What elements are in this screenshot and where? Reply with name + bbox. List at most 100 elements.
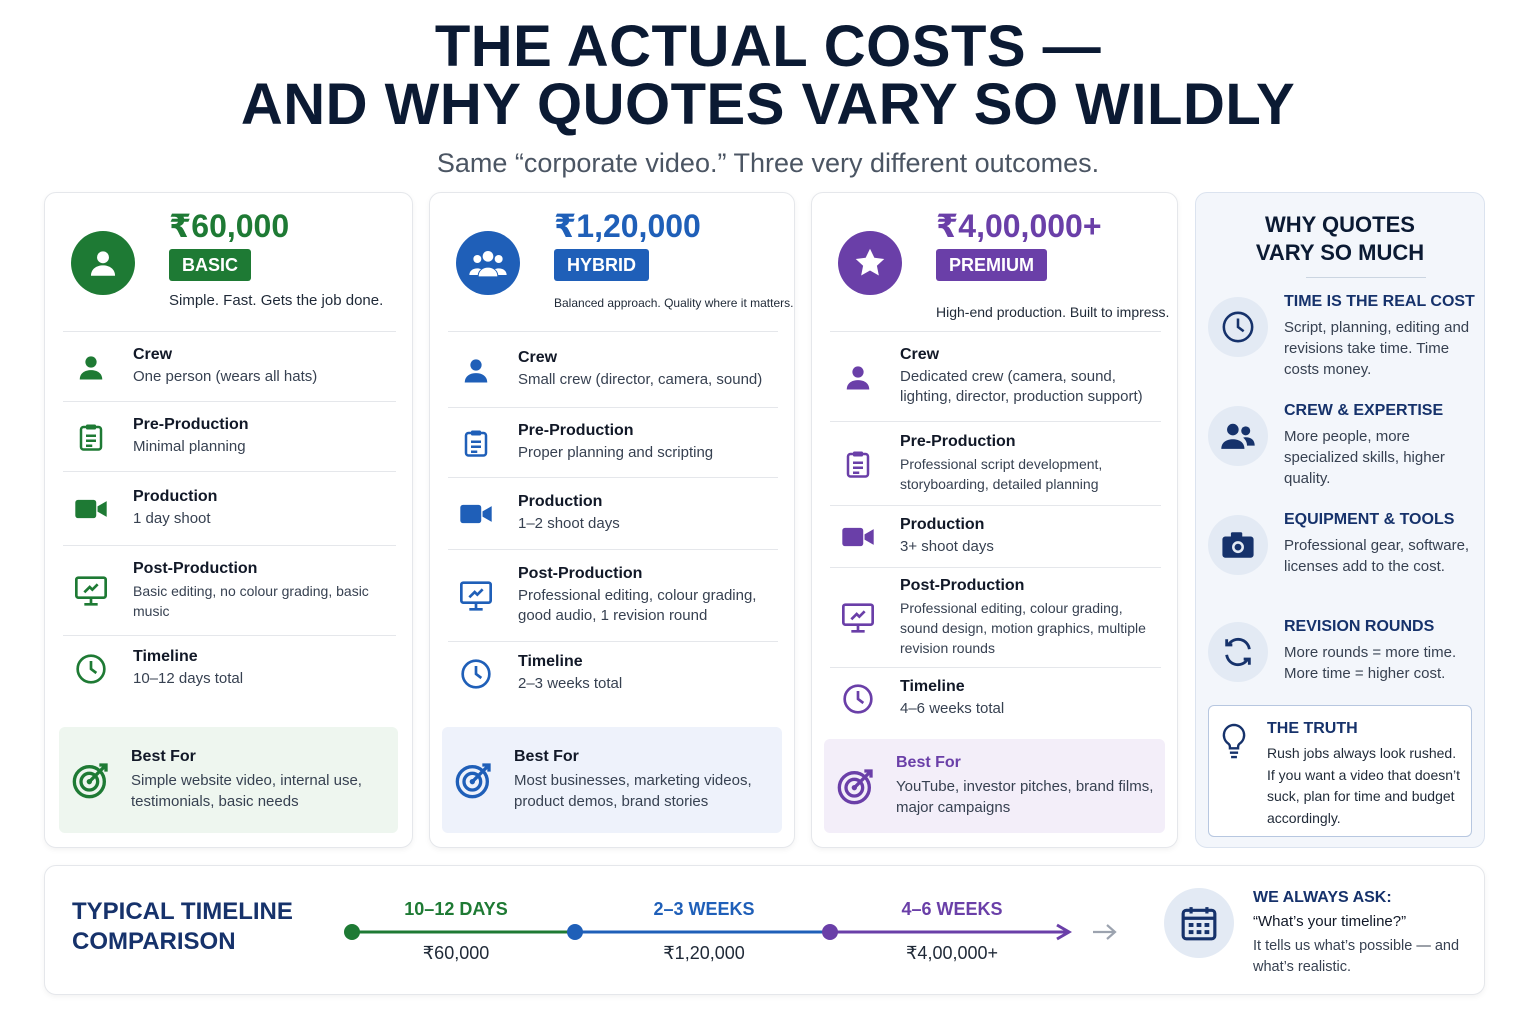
video-camera-icon (458, 496, 494, 532)
timeline-title-line-2: COMPARISON (72, 928, 236, 955)
group-icon (456, 231, 520, 295)
why-item-desc: Script, planning, editing and revisions … (1284, 319, 1470, 378)
ask-question: “What’s your timeline?” (1253, 913, 1407, 930)
page-subtitle: Same “corporate video.” Three very diffe… (436, 148, 1100, 178)
truth-title: THE TRUTH (1267, 720, 1358, 737)
tier-badge: HYBRID (554, 249, 650, 281)
row-pre-production: Pre-Production Proper planning and scrip… (448, 407, 778, 477)
row-value: Professional script development, storybo… (900, 456, 1103, 492)
row-value: 2–3 weeks total (518, 675, 623, 692)
tier-badge: PREMIUM (936, 249, 1047, 281)
target-icon (836, 766, 876, 806)
best-for-label: Best For (131, 748, 196, 765)
row-timeline: Timeline 10–12 days total (63, 635, 396, 701)
tier-tagline: Simple. Fast. Gets the job done. (169, 292, 384, 309)
why-panel: WHY QUOTES VARY SO MUCH TIME IS THE REAL… (1195, 192, 1485, 848)
monitor-icon (458, 578, 494, 614)
why-item-desc: More people, more specialized skills, hi… (1284, 428, 1445, 487)
row-value: 10–12 days total (133, 670, 244, 687)
row-pre-production: Pre-Production Minimal planning (63, 401, 396, 471)
row-crew: Crew Dedicated crew (camera, sound, ligh… (830, 331, 1161, 421)
timeline-point-hybrid (567, 924, 583, 940)
best-for: Best For Most businesses, marketing vide… (442, 727, 782, 833)
best-for-value: Simple website video, internal use, test… (131, 772, 362, 810)
row-label: Timeline (900, 678, 965, 695)
why-item-title: TIME IS THE REAL COST (1284, 293, 1475, 310)
why-item-equipment: EQUIPMENT & TOOLS Professional gear, sof… (1208, 511, 1476, 611)
page-title: THE ACTUAL COSTS — AND WHY QUOTES VARY S… (0, 18, 1536, 134)
why-item-revisions: REVISION ROUNDS More rounds = more time.… (1208, 618, 1476, 718)
row-label: Production (133, 488, 218, 505)
title-line-1: THE ACTUAL COSTS — (434, 14, 1102, 79)
row-value: Dedicated crew (camera, sound, lighting,… (900, 368, 1143, 405)
timeline-price-hybrid: ₹1,20,000 (663, 943, 745, 963)
ask-desc: It tells us what’s possible — and what’s… (1253, 938, 1460, 975)
tier-card-basic: ₹60,000 BASIC Simple. Fast. Gets the job… (44, 192, 413, 848)
clock-icon (1208, 297, 1268, 357)
tier-price: ₹4,00,000+ (936, 208, 1102, 244)
row-label: Production (518, 493, 603, 510)
timeline-point-basic (344, 924, 360, 940)
tier-price: ₹60,000 (169, 208, 290, 244)
tier-tagline: High-end production. Built to impress. (936, 304, 1170, 320)
row-value: 1 day shoot (133, 510, 211, 527)
ask-title: WE ALWAYS ASK: (1253, 889, 1392, 906)
timeline-line (344, 923, 1117, 941)
crew-icon (73, 349, 109, 385)
target-icon (454, 760, 494, 800)
timeline-label-basic: 10–12 DAYS (404, 899, 508, 919)
camera-icon (1208, 515, 1268, 575)
clock-icon (73, 651, 109, 687)
title-line-2: AND WHY QUOTES VARY SO WILDLY (240, 72, 1296, 137)
timeline-point-premium (822, 924, 838, 940)
why-item-desc: Professional gear, software, licenses ad… (1284, 537, 1470, 575)
clock-icon (840, 681, 876, 717)
people-icon (1208, 406, 1268, 466)
row-timeline: Timeline 4–6 weeks total (830, 667, 1161, 729)
monitor-icon (73, 573, 109, 609)
tier-tagline: Balanced approach. Quality where it matt… (554, 296, 794, 310)
why-item-title: CREW & EXPERTISE (1284, 402, 1444, 419)
row-label: Post-Production (518, 565, 643, 582)
clipboard-icon (840, 446, 876, 482)
row-post-production: Post-Production Professional editing, co… (448, 549, 778, 641)
row-crew: Crew One person (wears all hats) (63, 331, 396, 401)
crew-icon (840, 359, 876, 395)
row-value: Basic editing, no colour grading, basic … (133, 583, 369, 619)
timeline-title: TYPICAL TIMELINE COMPARISON (72, 897, 293, 957)
row-value: 4–6 weeks total (900, 700, 1005, 717)
row-production: Production 3+ shoot days (830, 505, 1161, 567)
tier-card-premium: ₹4,00,000+ PREMIUM High-end production. … (811, 192, 1178, 848)
lightbulb-icon (1219, 722, 1253, 762)
best-for-label: Best For (896, 754, 961, 771)
row-value: Small crew (director, camera, sound) (518, 371, 763, 388)
row-label: Post-Production (900, 577, 1025, 594)
video-camera-icon (73, 491, 109, 527)
row-label: Pre-Production (518, 422, 634, 439)
crew-icon (458, 352, 494, 388)
timeline-price-premium: ₹4,00,000+ (905, 943, 999, 963)
row-label: Crew (518, 349, 558, 366)
row-post-production: Post-Production Professional editing, co… (830, 567, 1161, 667)
best-for-label: Best For (514, 748, 579, 765)
clipboard-icon (73, 419, 109, 455)
row-production: Production 1–2 shoot days (448, 477, 778, 549)
calendar-icon (1164, 888, 1234, 958)
timeline-price-basic: ₹60,000 (422, 943, 490, 963)
row-value: Professional editing, colour grading, go… (518, 587, 757, 624)
tier-price: ₹1,20,000 (554, 208, 701, 244)
monitor-icon (840, 600, 876, 636)
why-title-line-2: VARY SO MUCH (1255, 240, 1425, 265)
person-icon (71, 231, 135, 295)
why-divider (1306, 277, 1426, 278)
row-pre-production: Pre-Production Professional script devel… (830, 421, 1161, 505)
row-value: Professional editing, colour grading, so… (900, 600, 1146, 656)
row-label: Crew (133, 346, 173, 363)
why-item-time: TIME IS THE REAL COST Script, planning, … (1208, 293, 1476, 393)
timeline-label-hybrid: 2–3 WEEKS (653, 899, 755, 919)
row-value: 3+ shoot days (900, 538, 994, 555)
star-icon (838, 231, 902, 295)
row-label: Timeline (133, 648, 198, 665)
row-label: Post-Production (133, 560, 258, 577)
why-item-title: REVISION ROUNDS (1284, 618, 1435, 635)
